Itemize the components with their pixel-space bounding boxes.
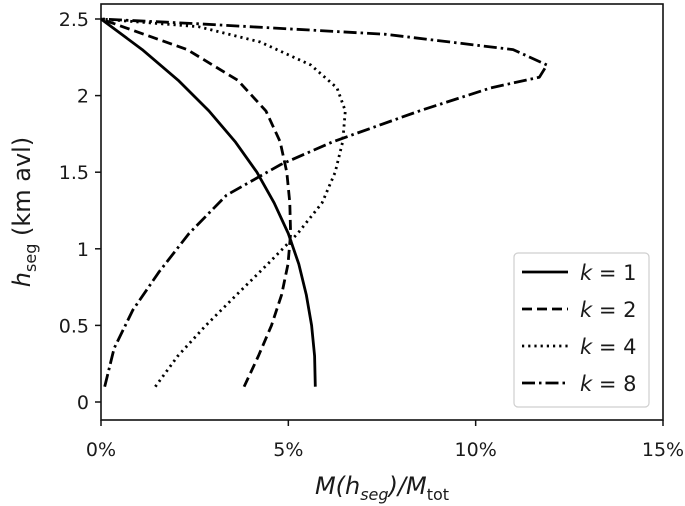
tick-layer: 0% 5% 10% 15% 0 0.5 1 1.5 2 2.5 xyxy=(59,9,684,461)
x-tick-label: 10% xyxy=(455,439,497,461)
legend-label-variable: k xyxy=(580,372,593,396)
legend-label-value: = 4 xyxy=(592,335,636,359)
legend: k = 1k = 2k = 4k = 8 xyxy=(513,252,650,408)
series-layer xyxy=(100,17,549,388)
legend-items: k = 1k = 2k = 4k = 8 xyxy=(522,261,636,396)
plot-frame xyxy=(100,3,664,421)
y-axis-label: hseg (km avl) xyxy=(8,137,40,287)
x-tick-label: 15% xyxy=(642,439,684,461)
x-axis-label: M(hseg)/Mtot xyxy=(315,472,449,504)
legend-label: k = 2 xyxy=(580,298,636,322)
series-line-k8 xyxy=(100,17,549,388)
legend-label: k = 1 xyxy=(580,261,636,285)
legend-label-variable: k xyxy=(580,298,593,322)
legend-label-variable: k xyxy=(580,335,593,359)
y-tick-label: 1.5 xyxy=(59,162,89,184)
x-tick-label: 5% xyxy=(273,439,303,461)
y-tick-label: 2 xyxy=(77,86,89,108)
legend-label-variable: k xyxy=(580,261,593,285)
legend-label-value: = 1 xyxy=(592,261,636,285)
legend-label-value: = 8 xyxy=(592,372,636,396)
series-line-k4 xyxy=(100,17,347,388)
x-tick-label: 0% xyxy=(86,439,116,461)
legend-label: k = 8 xyxy=(580,372,636,396)
legend-label: k = 4 xyxy=(580,335,636,359)
series-line-k2 xyxy=(100,17,292,388)
legend-box xyxy=(513,252,650,408)
y-tick-label: 1 xyxy=(77,239,89,261)
y-tick-label: 2.5 xyxy=(59,9,89,31)
legend-label-value: = 2 xyxy=(592,298,636,322)
series-line-k1 xyxy=(100,17,317,387)
y-tick-label: 0 xyxy=(77,392,89,414)
y-tick-label: 0.5 xyxy=(59,315,89,337)
